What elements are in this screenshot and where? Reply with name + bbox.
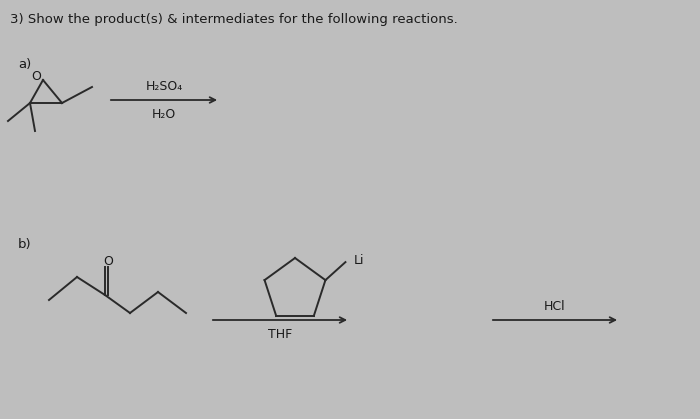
Text: THF: THF [268, 328, 292, 341]
Text: Li: Li [354, 253, 364, 266]
Text: H₂O: H₂O [152, 108, 176, 121]
Text: O: O [103, 254, 113, 267]
Text: 3) Show the product(s) & intermediates for the following reactions.: 3) Show the product(s) & intermediates f… [10, 13, 458, 26]
Text: b): b) [18, 238, 32, 251]
Text: a): a) [18, 58, 32, 71]
Text: HCl: HCl [544, 300, 566, 313]
Text: O: O [31, 70, 41, 83]
Text: H₂SO₄: H₂SO₄ [146, 80, 183, 93]
